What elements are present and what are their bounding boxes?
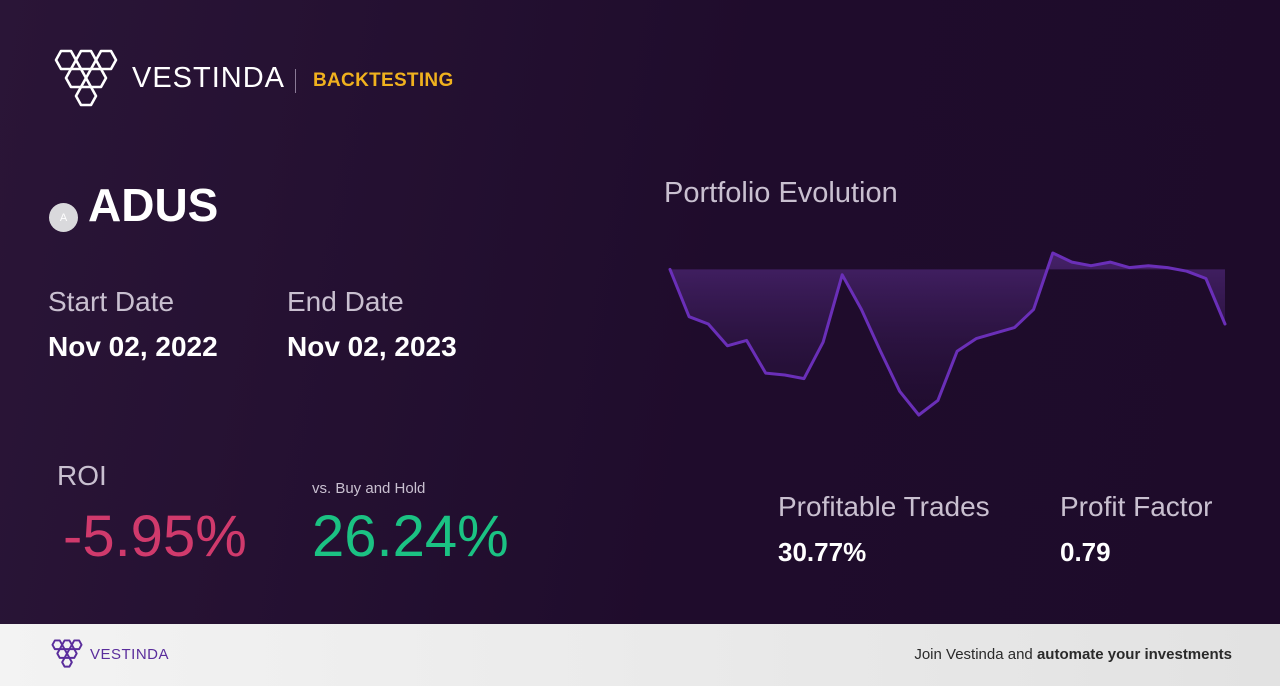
start-date-label: Start Date — [48, 286, 175, 317]
chart-area-fill — [670, 253, 1225, 415]
roi-label: ROI — [57, 460, 107, 491]
profitable-trades-label: Profitable Trades — [778, 491, 990, 522]
footer-cta-link[interactable]: Join Vestinda and automate your investme… — [914, 646, 1232, 663]
profitable-trades-value: 30.77% — [778, 537, 867, 567]
chart-title: Portfolio Evolution — [664, 177, 898, 209]
footer-cta-prefix: Join Vestinda and — [914, 646, 1037, 663]
end-date-value: Nov 02, 2023 — [287, 331, 457, 362]
section-label: BACKTESTING — [313, 70, 454, 91]
roi-value: -5.95% — [63, 504, 247, 569]
chart-series-line — [668, 251, 1227, 417]
buy-hold-value: 26.24% — [312, 504, 509, 569]
start-date-value: Nov 02, 2022 — [48, 331, 218, 362]
footer-brand-link[interactable]: VESTINDA — [90, 646, 170, 663]
brand-divider — [295, 69, 296, 93]
footer-bar: VESTINDA Join Vestinda and automate your… — [0, 624, 1280, 686]
profit-factor-label: Profit Factor — [1060, 491, 1213, 522]
vestinda-logo-icon — [54, 49, 118, 107]
profit-factor-value: 0.79 — [1060, 537, 1111, 567]
ticker-badge: A — [49, 203, 78, 232]
ticker-symbol: ADUS — [88, 179, 219, 231]
footer-cta-bold: automate your investments — [1036, 646, 1232, 663]
portfolio-evolution-chart — [668, 251, 1227, 417]
vestinda-footer-logo-icon — [51, 639, 83, 668]
buy-hold-label: vs. Buy and Hold — [312, 480, 426, 497]
brand-name: VESTINDA — [132, 62, 286, 94]
end-date-label: End Date — [287, 286, 404, 317]
